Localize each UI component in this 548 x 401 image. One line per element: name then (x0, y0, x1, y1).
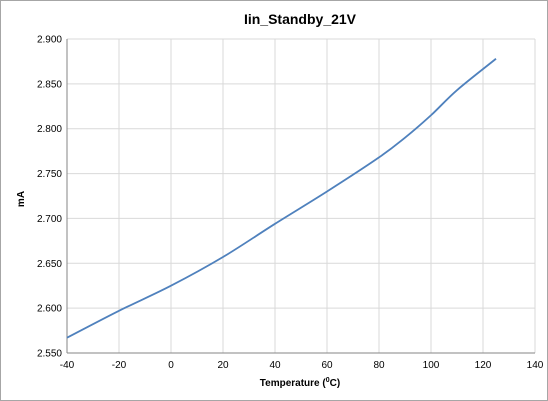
y-tick-label: 2.750 (37, 169, 62, 180)
gridlines (66, 38, 536, 354)
y-tick-label: 2.900 (37, 35, 62, 46)
tick-labels: -40 -20 0 20 40 60 80 100 120 140 2.550 2.600 2.650 2… (37, 35, 544, 372)
y-tick-label: 2.850 (37, 79, 62, 90)
series-lines (66, 58, 497, 339)
y-tick-label: 2.550 (37, 349, 62, 360)
x-tick-label: 140 (527, 360, 544, 371)
x-tick-label: 120 (475, 360, 492, 371)
x-tick-label: 20 (217, 360, 229, 371)
x-tick-label: -40 (60, 360, 75, 371)
chart-title: Iin_Standby_21V (244, 11, 357, 27)
x-tick-label: 80 (373, 360, 385, 371)
x-tick-label: 40 (269, 360, 281, 371)
y-tick-label: 2.600 (37, 304, 62, 315)
x-tick-label: 60 (321, 360, 333, 371)
x-tick-label: -20 (112, 360, 127, 371)
x-tick-label: 0 (168, 360, 174, 371)
x-axis-title: Temperature (0C) (260, 377, 340, 389)
y-axis-title: mA (16, 191, 27, 207)
y-tick-label: 2.650 (37, 259, 62, 270)
series-line (66, 58, 497, 339)
y-tick-label: 2.700 (37, 214, 62, 225)
x-tick-label: 100 (423, 360, 440, 371)
y-tick-label: 2.800 (37, 124, 62, 135)
